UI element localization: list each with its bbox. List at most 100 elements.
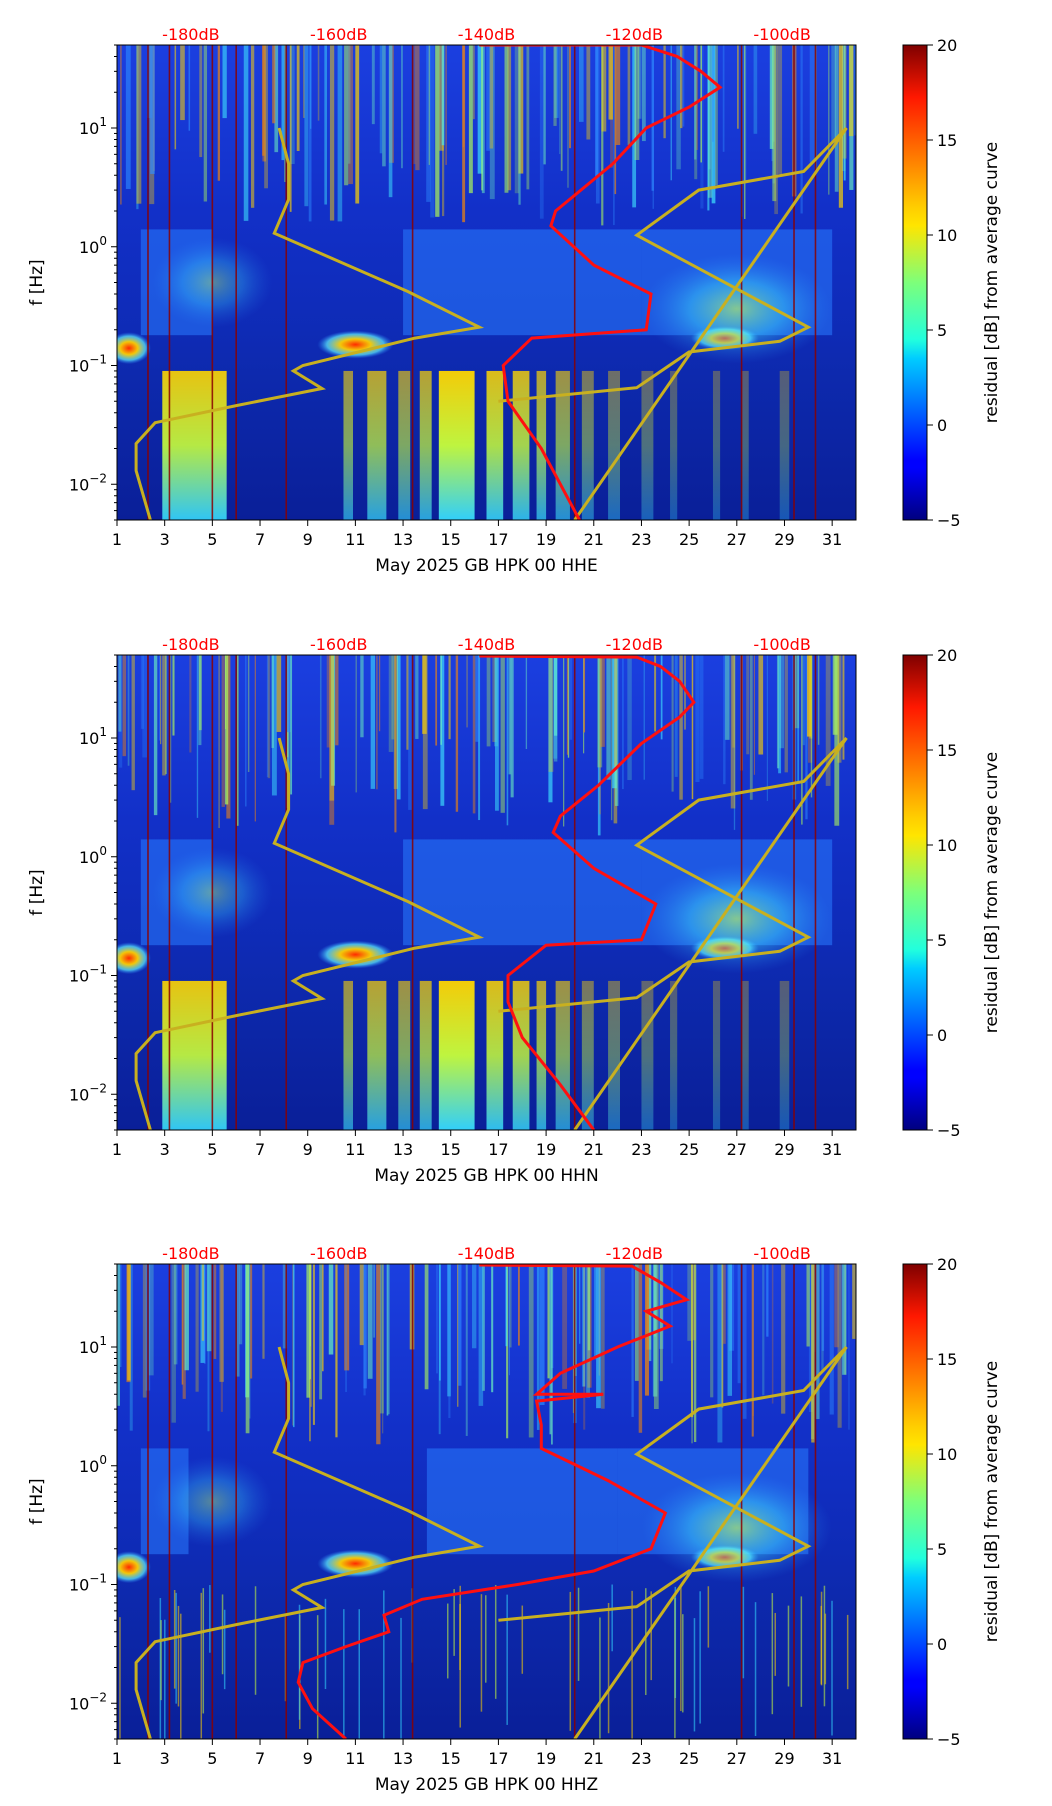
red-median-curve (479, 45, 723, 520)
heatmap-streak (742, 1586, 745, 1679)
heatmap-streak (854, 45, 856, 136)
heatmap-streak (182, 1264, 186, 1399)
colorbar-label: residual [dB] from average curve (982, 1361, 1002, 1642)
heatmap-streak (680, 45, 683, 129)
heatmap-streak (328, 1264, 334, 1355)
hot-spot (117, 1551, 151, 1584)
heatmap-streak (566, 655, 569, 755)
heatmap-column (162, 980, 227, 1130)
heatmap-streak (472, 1264, 477, 1349)
heatmap-streak (188, 45, 191, 131)
heatmap-streak (173, 1589, 176, 1689)
heatmap-column (343, 980, 354, 1130)
y-axis-label: f [Hz] (27, 869, 47, 915)
heatmap-streak (778, 655, 782, 774)
heatmap-streak (494, 1585, 497, 1699)
heatmap-streak (682, 1614, 684, 1713)
heatmap-streak (505, 1264, 508, 1347)
x-tick-label: 19 (536, 530, 556, 549)
x-tick-label: 23 (631, 530, 651, 549)
heatmap-streak (695, 45, 699, 150)
heatmap-streak (597, 655, 603, 768)
yellow-noise-model (498, 1345, 848, 1739)
heatmap-column (536, 370, 547, 520)
heatmap-streak (838, 45, 844, 208)
x-tick-label: 1 (112, 530, 122, 549)
heatmap-streak (236, 655, 239, 826)
heatmap-streak (150, 45, 155, 174)
heatmap-streak (382, 45, 386, 167)
x-tick-label: 31 (822, 530, 842, 549)
x-tick-label: 31 (822, 1749, 842, 1768)
x-tick-label: 13 (393, 1140, 413, 1159)
x-tick-label: 27 (727, 1749, 747, 1768)
heatmap-streak (472, 45, 475, 120)
heatmap-streak (730, 655, 736, 809)
heatmap-streak (462, 45, 466, 223)
heatmap-streak (225, 655, 227, 730)
heatmap-streak (583, 1264, 586, 1430)
heatmap-streak (690, 1264, 694, 1418)
heatmap-streak (691, 1264, 693, 1444)
heatmap-streak (754, 1602, 757, 1737)
y-tick-label: 10−1 (69, 353, 107, 376)
colorbar-tick-label: 20 (937, 646, 957, 665)
heatmap-streak (742, 1264, 747, 1419)
heatmap-streak (693, 1264, 697, 1443)
y-axis-label: f [Hz] (27, 259, 47, 305)
heatmap-streak (274, 45, 279, 153)
x-tick-label: 25 (679, 1140, 699, 1159)
heatmap-streak (386, 1264, 389, 1416)
heatmap-streak (521, 1605, 524, 1674)
heatmap-band (426, 1448, 618, 1555)
heatmap-streak (331, 655, 336, 786)
heatmap-streak (125, 45, 131, 189)
heatmap-streak (563, 655, 565, 827)
heatmap-streak (650, 1591, 652, 1681)
heatmap-streak (175, 1592, 177, 1704)
heatmap-streak (610, 655, 613, 821)
heatmap-streak (250, 1264, 253, 1379)
top-axis-label: -140dB (458, 635, 515, 654)
heatmap-streak (659, 1264, 663, 1382)
heatmap-streak (371, 45, 375, 125)
heatmap-streak (711, 45, 716, 204)
heatmap-column (670, 980, 678, 1130)
heatmap-streak (382, 1264, 384, 1434)
heatmap-streak (627, 45, 631, 145)
heatmap-streak (744, 45, 746, 219)
x-tick-label: 21 (584, 1140, 604, 1159)
heatmap-streak (776, 655, 780, 769)
heatmap-streak (811, 1264, 815, 1443)
heatmap-streak (806, 1264, 810, 1347)
x-tick-label: 9 (303, 1749, 313, 1768)
heatmap-streak (559, 45, 561, 155)
heatmap-streak (276, 655, 282, 732)
heatmap-streak (727, 1264, 733, 1396)
x-tick-label: 7 (255, 1749, 265, 1768)
x-tick-label: 25 (679, 530, 699, 549)
heatmap-streak (560, 45, 563, 171)
colorbar-tick-label: −5 (937, 1730, 961, 1749)
colorbar-tick-label: 0 (937, 1635, 947, 1654)
heatmap-streak (184, 1264, 189, 1371)
heatmap-streak (394, 655, 397, 833)
heatmap-streak (787, 1605, 790, 1687)
x-axis-label: May 2025 GB HPK 00 HHE (375, 556, 597, 576)
heatmap-streak (289, 45, 292, 212)
heatmap-column (779, 980, 790, 1130)
heatmap-streak (651, 45, 654, 191)
heatmap-column (741, 370, 749, 520)
heatmap-streak (213, 1264, 217, 1359)
heatmap-streak (660, 655, 663, 740)
heatmap-streak (337, 45, 343, 222)
heatmap-streak (777, 45, 783, 174)
heatmap-streak (810, 655, 813, 798)
heatmap-streak (582, 1264, 586, 1387)
heatmap-streak (707, 1586, 710, 1648)
colorbar-tick-label: 0 (937, 1026, 947, 1045)
heatmap-streak (375, 655, 378, 790)
y-tick-label: 10−2 (69, 1081, 107, 1104)
colorbar-tick-label: −5 (937, 511, 961, 530)
